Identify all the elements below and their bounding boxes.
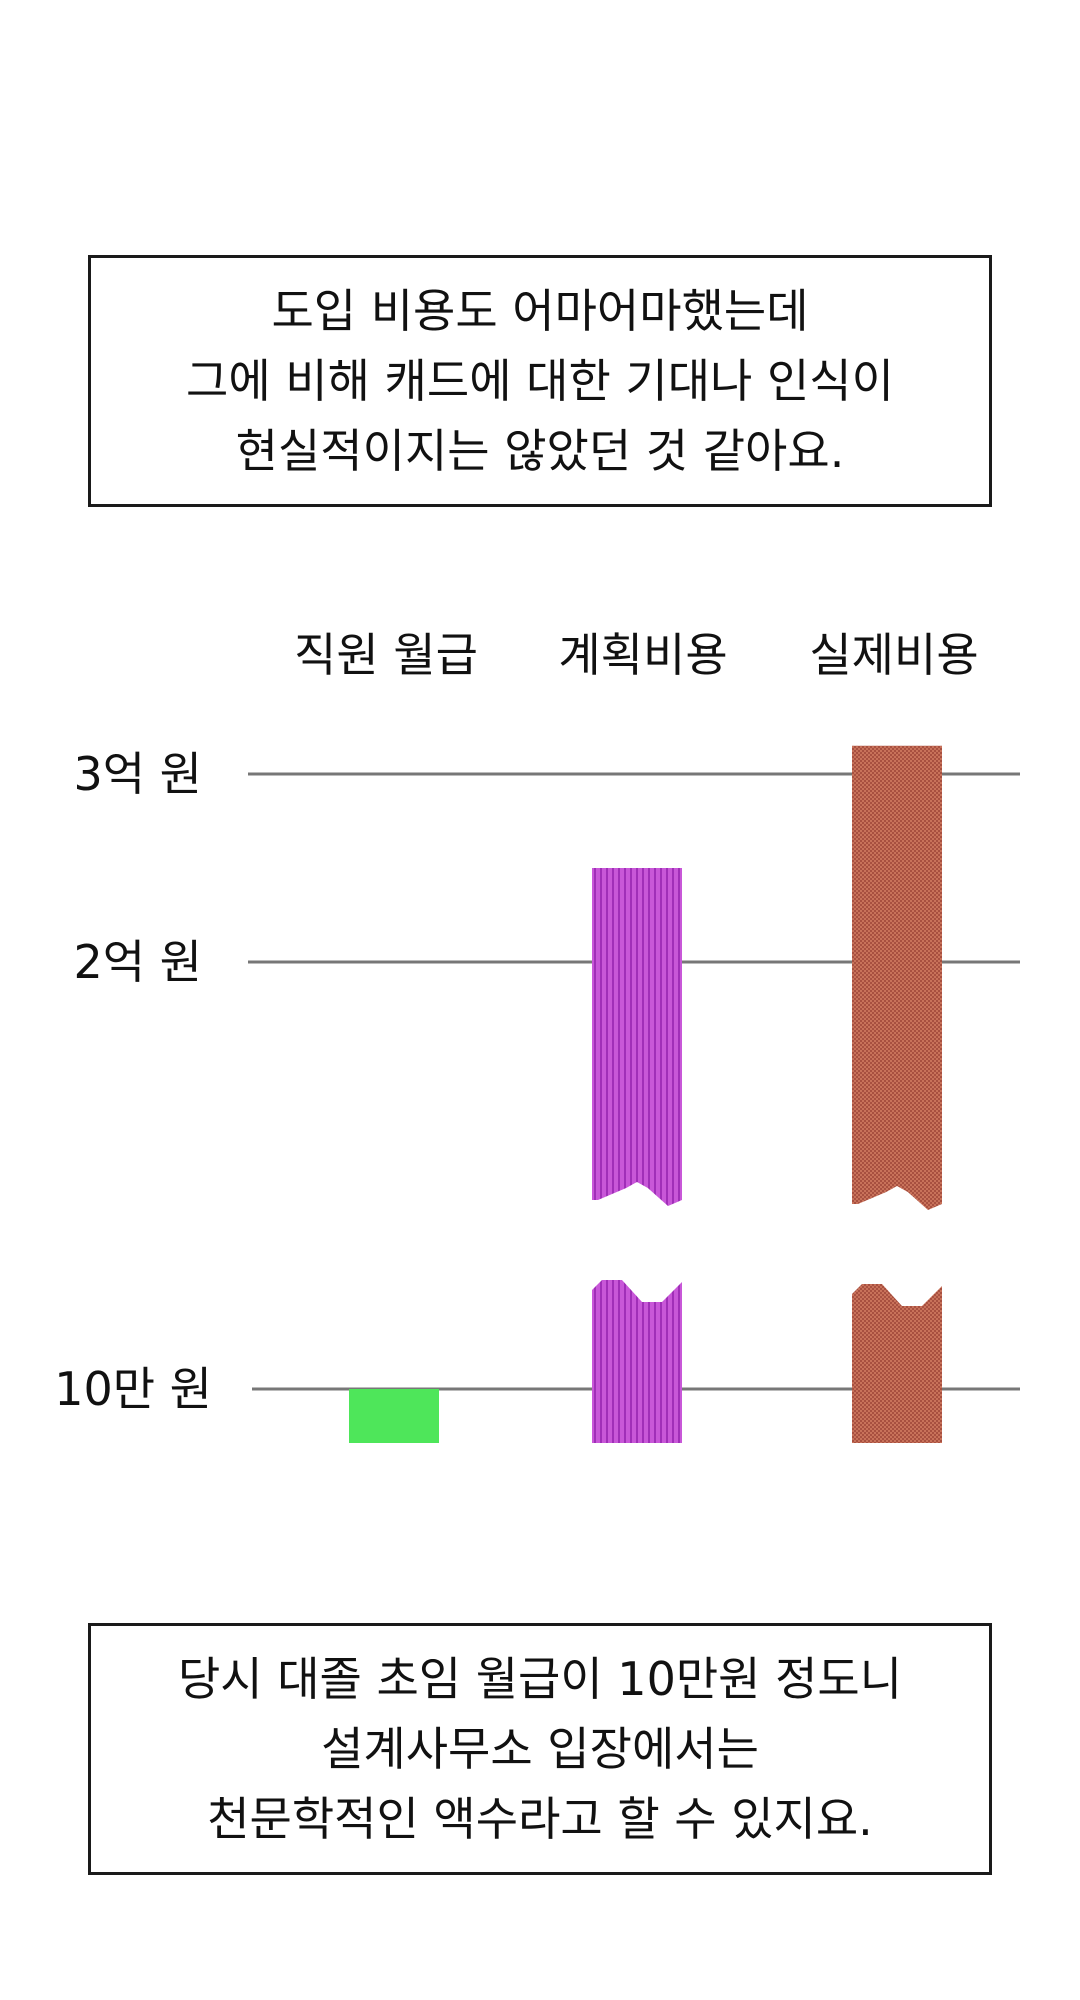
caption-line: 천문학적인 액수라고 할 수 있지요.: [207, 1792, 873, 1846]
y-tick-label: 3억 원: [73, 747, 202, 801]
y-tick-label: 2억 원: [73, 935, 202, 989]
caption-box-bottom: 당시 대졸 초임 월급이 10만원 정도니 설계사무소 입장에서는 천문학적인 …: [88, 1623, 992, 1875]
bar-salary: [349, 1389, 439, 1443]
caption-box-top: 도입 비용도 어마어마했는데 그에 비해 캐드에 대한 기대나 인식이 현실적이…: [88, 255, 992, 507]
category-label: 계획비용: [558, 628, 727, 682]
bar-planned-upper: [592, 868, 682, 1206]
bar-actual-lower: [852, 1284, 942, 1443]
caption-line: 현실적이지는 않았던 것 같아요.: [235, 424, 845, 478]
bar-planned-lower: [592, 1280, 682, 1443]
category-label: 실제비용: [809, 628, 978, 682]
caption-line: 도입 비용도 어마어마했는데: [271, 284, 809, 338]
y-tick-label: 10만 원: [54, 1362, 212, 1416]
bar-actual-upper: [852, 745, 942, 1210]
caption-line: 당시 대졸 초임 월급이 10만원 정도니: [177, 1652, 903, 1706]
caption-line: 그에 비해 캐드에 대한 기대나 인식이: [186, 354, 894, 408]
caption-line: 설계사무소 입장에서는: [321, 1722, 759, 1776]
category-label: 직원 월급: [294, 628, 478, 682]
